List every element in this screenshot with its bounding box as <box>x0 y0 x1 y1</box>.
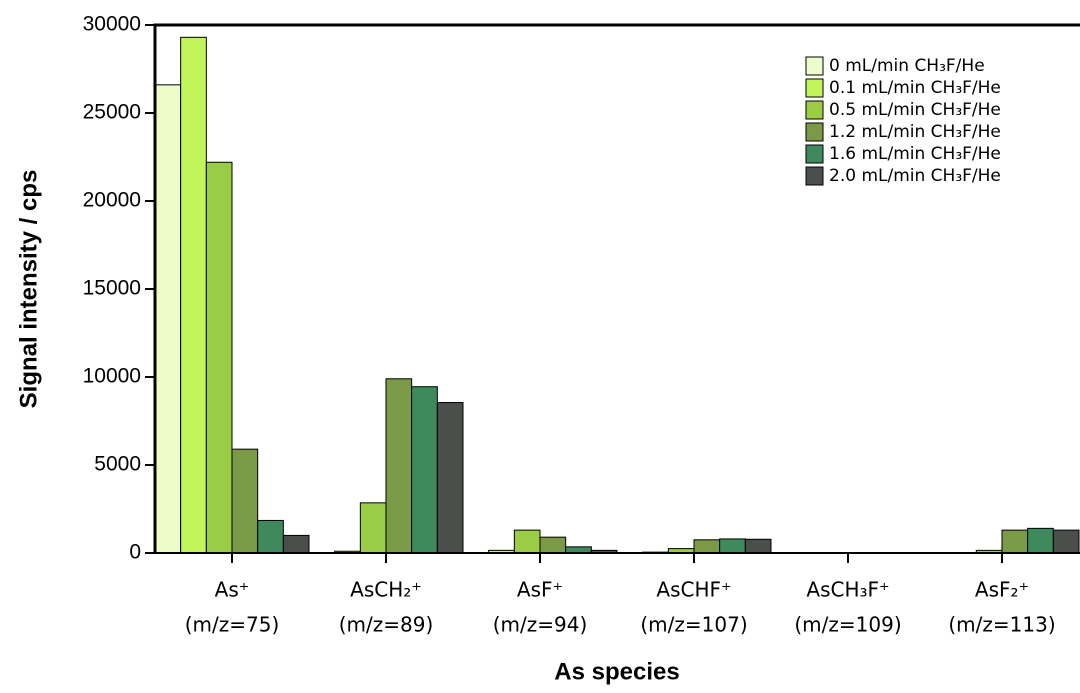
bar <box>231 448 259 554</box>
bar <box>385 378 413 554</box>
x-tick-label: (m/z=113) <box>948 613 1055 637</box>
y-tick-label: 30000 <box>83 13 141 36</box>
bar <box>180 36 207 554</box>
x-tick-label: (m/z=107) <box>640 613 747 637</box>
y-tick-label: 10000 <box>83 365 141 388</box>
x-tick-label: AsCHF⁺ <box>656 578 731 602</box>
legend-swatch <box>805 78 824 98</box>
frame <box>153 23 1080 553</box>
x-tick-label: (m/z=109) <box>794 613 901 637</box>
bar <box>436 402 464 554</box>
legend-swatch <box>805 122 824 142</box>
bar <box>1052 529 1080 554</box>
y-axis-title: Signal intensity / cps <box>15 170 42 409</box>
y-tick-label: 15000 <box>83 277 141 300</box>
x-tick-label: As⁺ <box>215 578 250 602</box>
bar <box>744 538 772 554</box>
legend-swatch <box>805 166 824 186</box>
legend-label: 0.5 mL/min CH₃F/He <box>829 100 1001 120</box>
bar <box>257 519 284 554</box>
bar <box>539 536 567 554</box>
bar <box>411 386 438 554</box>
legend-label: 2.0 mL/min CH₃F/He <box>829 166 1001 186</box>
legend-label: 1.6 mL/min CH₃F/He <box>829 144 1001 164</box>
legend-swatch <box>805 144 824 164</box>
bar <box>205 161 233 554</box>
bar <box>1001 529 1029 554</box>
x-tick-label: AsCH₃F⁺ <box>806 578 889 602</box>
y-tick-label: 5000 <box>94 453 141 476</box>
legend-label: 1.2 mL/min CH₃F/He <box>829 122 1001 142</box>
bar <box>1027 527 1054 554</box>
y-tick-label: 25000 <box>83 101 141 124</box>
x-tick-label: AsF₂⁺ <box>975 578 1029 602</box>
y-tick-label: 0 <box>129 541 141 564</box>
bar <box>719 538 746 554</box>
bar <box>359 502 387 554</box>
x-axis-title: As species <box>554 658 679 685</box>
x-tick-label: AsF⁺ <box>517 578 563 602</box>
legend-label: 0 mL/min CH₃F/He <box>829 56 985 76</box>
legend-label: 0.1 mL/min CH₃F/He <box>829 78 1001 98</box>
bar <box>282 534 310 554</box>
legend-swatch <box>805 100 824 120</box>
bar <box>513 529 541 554</box>
x-tick-label: AsCH₂⁺ <box>350 578 422 602</box>
bar <box>154 84 182 554</box>
y-tick-label: 20000 <box>83 189 141 212</box>
bar <box>693 539 721 554</box>
x-tick-label: (m/z=94) <box>493 613 588 637</box>
legend-swatch <box>805 56 824 76</box>
x-tick-label: (m/z=75) <box>185 613 280 637</box>
x-tick-label: (m/z=89) <box>339 613 434 637</box>
